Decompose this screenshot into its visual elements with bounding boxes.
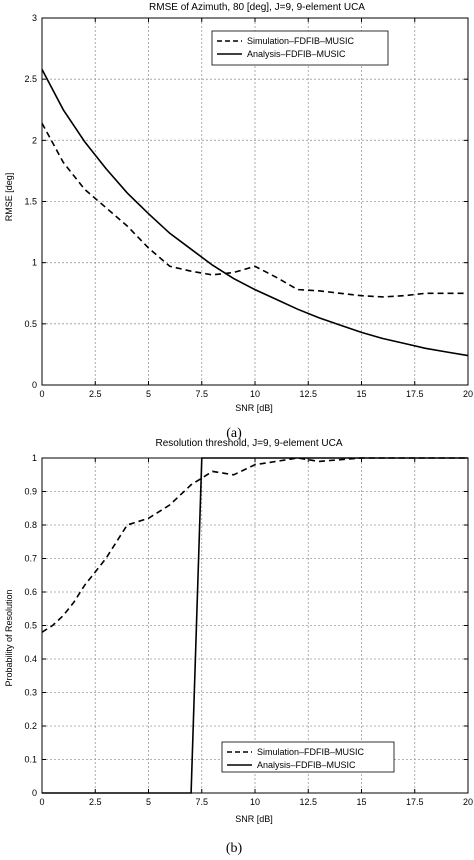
- x-tick-label: 2.5: [89, 797, 102, 807]
- legend-box: [221, 741, 395, 773]
- x-tick-label: 12.5: [299, 797, 317, 807]
- y-axis-label: Probability of Resolution: [4, 589, 14, 686]
- x-tick-label: 17.5: [406, 389, 424, 399]
- figure-caption: (b): [226, 841, 243, 856]
- y-tick-label: 0.5: [24, 319, 37, 329]
- y-tick-label: 0.9: [24, 487, 37, 497]
- chart-rmse-azimuth: RMSE of Azimuth, 80 [deg], J=9, 9-elemen…: [4, 2, 473, 441]
- y-tick-label: 0.3: [24, 688, 37, 698]
- y-tick-label: 0: [32, 788, 37, 798]
- y-tick-label: 3: [32, 13, 37, 23]
- series-line-analysis: [42, 457, 468, 794]
- y-tick-label: 1: [32, 453, 37, 463]
- y-tick-label: 2.5: [24, 74, 37, 84]
- x-tick-label: 5: [146, 389, 151, 399]
- y-tick-label: 0.1: [24, 755, 37, 765]
- y-tick-label: 0.5: [24, 621, 37, 631]
- series-line-simulation: [41, 122, 468, 298]
- y-tick-label: 1: [32, 258, 37, 268]
- legend-box: [211, 30, 389, 66]
- plot-area: 0 2.5 5 7.5 10 12.5 15 17.5 20 0 0.5 1 1.5 2 2.5 3 Simul…: [24, 13, 473, 399]
- x-tick-label: 2.5: [89, 389, 102, 399]
- plot-area: 0 2.5 5 7.5 10 12.5 15 17.5 20 0 0.1 0.2 0.3 0.4 0.5 0.…: [24, 453, 473, 807]
- x-tick-label: 5: [146, 797, 151, 807]
- legend: Simulation–FDFIB–MUSIC Analysis–FDFIB–MUS…: [211, 30, 389, 66]
- y-tick-label: 0.7: [24, 554, 37, 564]
- legend-entry: Analysis–FDFIB–MUSIC: [247, 49, 346, 59]
- y-tick-label: 2: [32, 135, 37, 145]
- x-axis-label: SNR [dB]: [235, 814, 273, 824]
- y-tick-label: 0.6: [24, 587, 37, 597]
- x-tick-label: 12.5: [299, 389, 317, 399]
- legend: Simulation–FDFIB–MUSIC Analysis–FDFIB–MUS…: [221, 741, 395, 773]
- figure-caption: (a): [226, 426, 242, 441]
- x-tick-label: 20: [463, 389, 473, 399]
- legend-entry: Analysis–FDFIB–MUSIC: [257, 760, 356, 770]
- x-tick-label: 15: [356, 797, 366, 807]
- chart-title: Resolution threshold, J=9, 9-element UCA: [155, 438, 342, 449]
- x-tick-label: 20: [463, 797, 473, 807]
- x-tick-label: 10: [250, 797, 260, 807]
- y-tick-label: 0: [32, 380, 37, 390]
- x-tick-label: 17.5: [406, 797, 424, 807]
- series-line-analysis: [41, 69, 469, 357]
- x-tick-label: 7.5: [195, 797, 208, 807]
- y-tick-label: 1.5: [24, 197, 37, 207]
- x-tick-label: 10: [250, 389, 260, 399]
- y-tick-label: 0.2: [24, 721, 37, 731]
- chart-resolution-threshold: Resolution threshold, J=9, 9-element UCA…: [4, 438, 473, 856]
- x-tick-label: 7.5: [195, 389, 208, 399]
- y-tick-label: 0.8: [24, 520, 37, 530]
- y-tick-label: 0.4: [24, 654, 37, 664]
- y-axis-label: RMSE [deg]: [4, 173, 14, 222]
- x-axis-label: SNR [dB]: [235, 403, 273, 413]
- chart-title: RMSE of Azimuth, 80 [deg], J=9, 9-elemen…: [149, 2, 365, 13]
- legend-entry: Simulation–FDFIB–MUSIC: [247, 36, 355, 46]
- legend-entry: Simulation–FDFIB–MUSIC: [257, 747, 365, 757]
- x-tick-label: 0: [39, 389, 44, 399]
- x-tick-label: 15: [356, 389, 366, 399]
- x-tick-label: 0: [39, 797, 44, 807]
